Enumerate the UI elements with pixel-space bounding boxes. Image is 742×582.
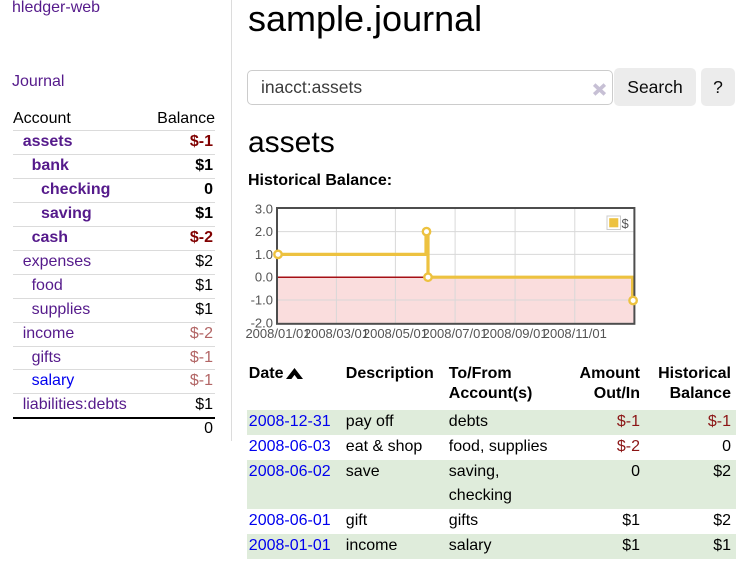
svg-text:0.0: 0.0: [255, 270, 273, 285]
svg-text:3.0: 3.0: [255, 201, 273, 216]
svg-text:2008/07/01: 2008/07/01: [423, 326, 488, 341]
svg-text:-1.0: -1.0: [251, 293, 273, 308]
svg-text:2008/05/01: 2008/05/01: [363, 326, 428, 341]
svg-text:1.0: 1.0: [255, 247, 273, 262]
svg-text:2.0: 2.0: [255, 224, 273, 239]
svg-text:-2.0: -2.0: [251, 315, 273, 330]
svg-text:$: $: [622, 216, 630, 231]
svg-text:2008/09/01: 2008/09/01: [483, 326, 548, 341]
svg-text:2008/11/01: 2008/11/01: [543, 326, 607, 341]
svg-text:2008/01/01: 2008/01/01: [245, 326, 310, 341]
svg-text:2008/03/01: 2008/03/01: [304, 326, 369, 341]
